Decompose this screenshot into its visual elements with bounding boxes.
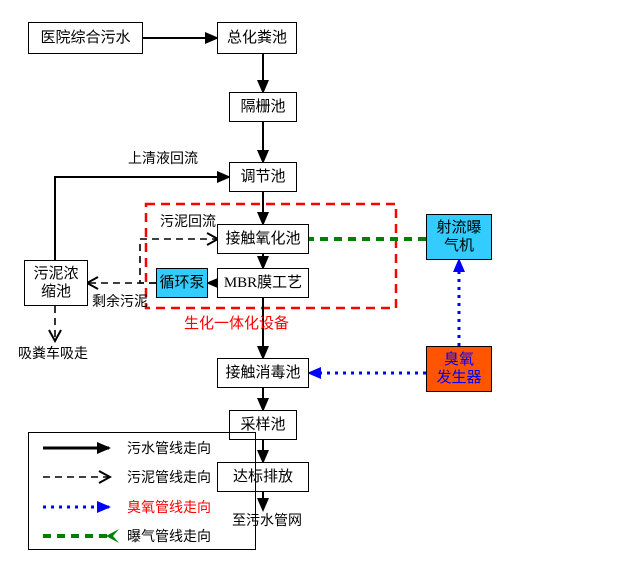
node-screen: 隔栅池 [229, 92, 297, 122]
node-circ_pump: 循环泵 [156, 268, 208, 298]
node-label: 接触氧化池 [225, 230, 300, 248]
node-label: 隔栅池 [240, 98, 285, 116]
label-suction: 吸粪车吸走 [18, 343, 88, 363]
legend-text: 曝气管线走向 [127, 526, 211, 546]
node-septic: 总化粪池 [217, 22, 297, 54]
legend-row-3: 曝气管线走向 [39, 526, 211, 546]
node-label: 接触消毒池 [225, 364, 300, 382]
legend-line-icon [39, 497, 119, 517]
legend-line-icon [39, 467, 119, 487]
node-ozone_gen: 臭氧 发生器 [426, 346, 492, 392]
node-contact_ox: 接触氧化池 [217, 224, 309, 254]
legend-line-icon [39, 526, 119, 546]
dashed-group-caption: 生化一体化设备 [184, 312, 289, 333]
node-hospital_ww: 医院综合污水 [28, 22, 143, 54]
node-jet_aerator: 射流曝 气机 [426, 214, 492, 260]
node-label: 射流曝 气机 [436, 219, 481, 255]
node-label: MBR膜工艺 [224, 274, 302, 292]
legend-box: 污水管线走向污泥管线走向臭氧管线走向曝气管线走向 [28, 432, 256, 550]
legend-row-1: 污泥管线走向 [39, 467, 211, 487]
label-excess: 剩余污泥 [92, 291, 148, 311]
legend-line-icon [39, 438, 119, 458]
node-label: 医院综合污水 [40, 29, 130, 47]
node-equalize: 调节池 [229, 162, 297, 192]
legend-row-0: 污水管线走向 [39, 438, 211, 458]
node-label: 循环泵 [159, 274, 204, 292]
legend-row-2: 臭氧管线走向 [39, 497, 211, 517]
node-label: 总化粪池 [227, 29, 287, 47]
label-sludge_rec: 污泥回流 [160, 211, 216, 231]
node-label: 污泥浓 缩池 [33, 265, 78, 301]
legend-text: 污泥管线走向 [127, 467, 211, 487]
node-mbr: MBR膜工艺 [217, 268, 309, 298]
node-label: 臭氧 发生器 [436, 351, 481, 387]
node-label: 调节池 [240, 168, 285, 186]
legend-text: 臭氧管线走向 [127, 497, 211, 517]
legend-text: 污水管线走向 [127, 438, 211, 458]
label-supernatant: 上清液回流 [128, 148, 198, 168]
node-sludge_tank: 污泥浓 缩池 [24, 260, 88, 306]
node-disinfect: 接触消毒池 [217, 358, 309, 388]
